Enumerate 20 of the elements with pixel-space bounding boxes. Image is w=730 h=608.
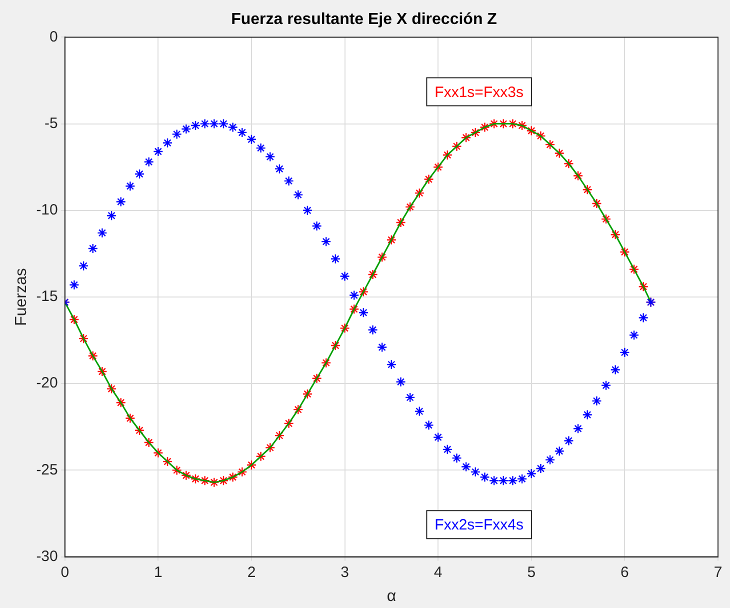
x-axis-title: α — [386, 588, 396, 605]
chart-title: Fuerza resultante Eje X dirección Z — [231, 11, 498, 28]
x-tick-label: 2 — [247, 564, 256, 581]
x-tick-label: 1 — [154, 564, 162, 581]
y-tick-label: -15 — [36, 288, 58, 306]
y-tick-label: -25 — [36, 461, 58, 478]
x-tick-label: 7 — [714, 564, 722, 581]
x-tick-label: 4 — [434, 564, 442, 581]
y-tick-label: -30 — [36, 548, 58, 565]
x-tick-label: 6 — [620, 564, 629, 581]
series-label: Fxx1s=Fxx3s — [434, 84, 524, 101]
text: Fxx2s=Fxx4s — [434, 516, 524, 534]
y-axis-title: Fuerzas — [13, 268, 30, 326]
y-tick-label: -20 — [36, 374, 58, 392]
x-tick-label: 0 — [60, 564, 70, 581]
y-tick-label: -10 — [36, 202, 58, 219]
y-tick-label: 0 — [50, 28, 58, 46]
y-tick-label: -5 — [44, 114, 58, 132]
x-tick-label: 3 — [340, 564, 349, 581]
x-tick-label: 5 — [527, 564, 536, 581]
